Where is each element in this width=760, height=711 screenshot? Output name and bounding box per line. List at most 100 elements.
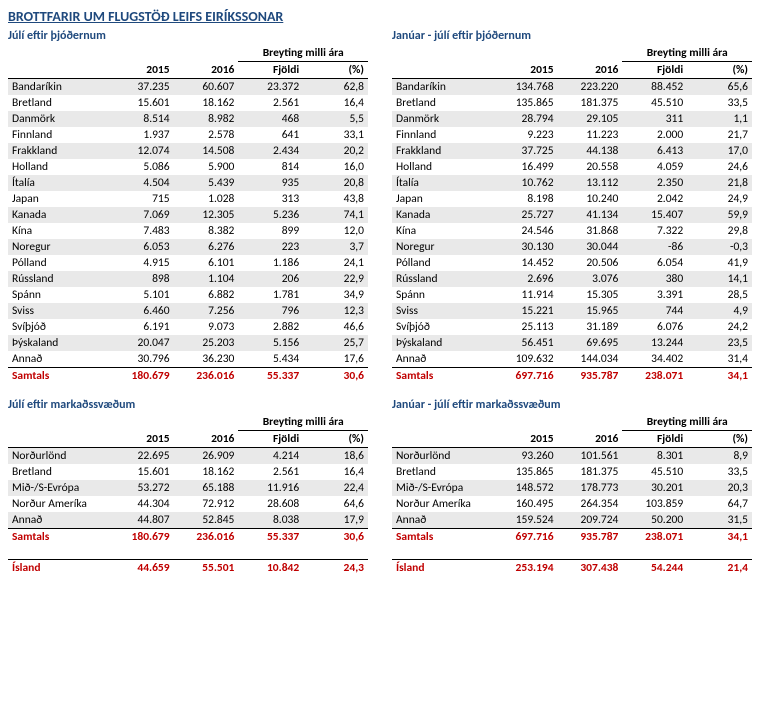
cell: 4.504 <box>109 175 174 191</box>
table-row: Bretland15.60118.1622.56116,4 <box>8 95 368 111</box>
table-row: Danmörk28.79429.1053111,1 <box>392 111 752 127</box>
cell: 13.244 <box>622 335 687 351</box>
table-row: Japan7151.02831343,8 <box>8 191 368 207</box>
july-market-table: Breyting milli ára20152016Fjöldi(%)Norðu… <box>8 414 368 576</box>
cell: 641 <box>238 127 303 143</box>
table-row: Bandaríkin134.768223.22088.45265,6 <box>392 79 752 96</box>
cell: 72.912 <box>174 496 239 512</box>
ytd-market-table: Breyting milli ára20152016Fjöldi(%)Norðu… <box>392 414 752 576</box>
july-nationality-table: Breyting milli ára20152016Fjöldi(%)Banda… <box>8 45 368 384</box>
row-label: Frakkland <box>8 143 109 159</box>
row-label: Ítalía <box>392 175 493 191</box>
cell: 25,7 <box>303 335 368 351</box>
cell: 14.452 <box>493 255 558 271</box>
subtitle: Júlí eftir markaðssvæðum <box>8 398 368 412</box>
row-label: Noregur <box>392 239 493 255</box>
market-panels: Júlí eftir markaðssvæðum Breyting milli … <box>8 398 752 576</box>
cell: 88.452 <box>622 79 687 96</box>
cell: 7.069 <box>109 207 174 223</box>
cell: -86 <box>622 239 687 255</box>
cell: 2.578 <box>174 127 239 143</box>
row-label: Kanada <box>392 207 493 223</box>
cell: 44.138 <box>558 143 623 159</box>
cell: 5,5 <box>303 111 368 127</box>
table-row: Þýskaland56.45169.69513.24423,5 <box>392 335 752 351</box>
cell: 814 <box>238 159 303 175</box>
table-row: Finnland1.9372.57864133,1 <box>8 127 368 143</box>
col-count: Fjöldi <box>622 431 687 448</box>
cell: 22,4 <box>303 480 368 496</box>
col-pct: (%) <box>303 62 368 79</box>
cell: 24.546 <box>493 223 558 239</box>
cell: 16,4 <box>303 95 368 111</box>
cell: 33,1 <box>303 127 368 143</box>
cell: 65,6 <box>687 79 752 96</box>
row-label: Sviss <box>392 303 493 319</box>
row-label: Danmörk <box>392 111 493 127</box>
cell: 264.354 <box>558 496 623 512</box>
cell: 6.191 <box>109 319 174 335</box>
cell: 181.375 <box>558 464 623 480</box>
col-group-change: Breyting milli ára <box>238 414 368 431</box>
row-label: Japan <box>8 191 109 207</box>
cell: 5.236 <box>238 207 303 223</box>
row-label: Bretland <box>8 464 109 480</box>
col-group-change: Breyting milli ára <box>238 45 368 62</box>
cell: 25.203 <box>174 335 239 351</box>
cell: 36.230 <box>174 351 239 368</box>
table-row: Norður Ameríka44.30472.91228.60864,6 <box>8 496 368 512</box>
col-pct: (%) <box>687 431 752 448</box>
table-row: Mið-/S-Evrópa53.27265.18811.91622,4 <box>8 480 368 496</box>
table-row: Pólland4.9156.1011.18624,1 <box>8 255 368 271</box>
col-blank <box>8 431 109 448</box>
cell: 37.235 <box>109 79 174 96</box>
cell: 311 <box>622 111 687 127</box>
cell: 2.042 <box>622 191 687 207</box>
cell: 20.047 <box>109 335 174 351</box>
table-row: Kína24.54631.8687.32229,8 <box>392 223 752 239</box>
table-row: Norður Ameríka160.495264.354103.85964,7 <box>392 496 752 512</box>
row-label: Þýskaland <box>392 335 493 351</box>
cell: 15.221 <box>493 303 558 319</box>
table-row: Holland5.0865.90081416,0 <box>8 159 368 175</box>
table-row: Bretland135.865181.37545.51033,5 <box>392 464 752 480</box>
row-label: Annað <box>392 351 493 368</box>
cell: 60.607 <box>174 79 239 96</box>
cell: 5.439 <box>174 175 239 191</box>
table-row: Danmörk8.5148.9824685,5 <box>8 111 368 127</box>
cell: 6.053 <box>109 239 174 255</box>
col-2016: 2016 <box>558 62 623 79</box>
row-label: Bretland <box>392 95 493 111</box>
cell: 744 <box>622 303 687 319</box>
table-row: Spánn5.1016.8821.78134,9 <box>8 287 368 303</box>
cell: 13.112 <box>558 175 623 191</box>
ytd-nationality-table: Breyting milli ára20152016Fjöldi(%)Banda… <box>392 45 752 384</box>
table-row: Holland16.49920.5584.05924,6 <box>392 159 752 175</box>
cell: 1,1 <box>687 111 752 127</box>
cell: 11.223 <box>558 127 623 143</box>
cell: 93.260 <box>493 448 558 465</box>
table-row: Annað109.632144.03434.40231,4 <box>392 351 752 368</box>
cell: 181.375 <box>558 95 623 111</box>
cell: 1.186 <box>238 255 303 271</box>
page-title: BROTTFARIR UM FLUGSTÖÐ LEIFS EIRÍKSSONAR <box>8 8 752 25</box>
row-label: Noregur <box>8 239 109 255</box>
cell: 41,9 <box>687 255 752 271</box>
cell: 29,8 <box>687 223 752 239</box>
subtitle: Janúar - júlí eftir þjóðernum <box>392 29 752 43</box>
cell: 2.561 <box>238 95 303 111</box>
cell: 45.510 <box>622 95 687 111</box>
cell: 2.561 <box>238 464 303 480</box>
cell: 20.506 <box>558 255 623 271</box>
table-row: Bandaríkin37.23560.60723.37262,8 <box>8 79 368 96</box>
row-label: Rússland <box>392 271 493 287</box>
total-row: Samtals180.679236.01655.33730,6 <box>8 368 368 385</box>
cell: 9.073 <box>174 319 239 335</box>
cell: 4.059 <box>622 159 687 175</box>
cell: 8.198 <box>493 191 558 207</box>
total-row: Samtals697.716935.787238.07134,1 <box>392 529 752 546</box>
cell: 10.240 <box>558 191 623 207</box>
cell: 23.372 <box>238 79 303 96</box>
july-nationality-panel: Júlí eftir þjóðernum Breyting milli ára2… <box>8 29 368 384</box>
row-label: Pólland <box>392 255 493 271</box>
